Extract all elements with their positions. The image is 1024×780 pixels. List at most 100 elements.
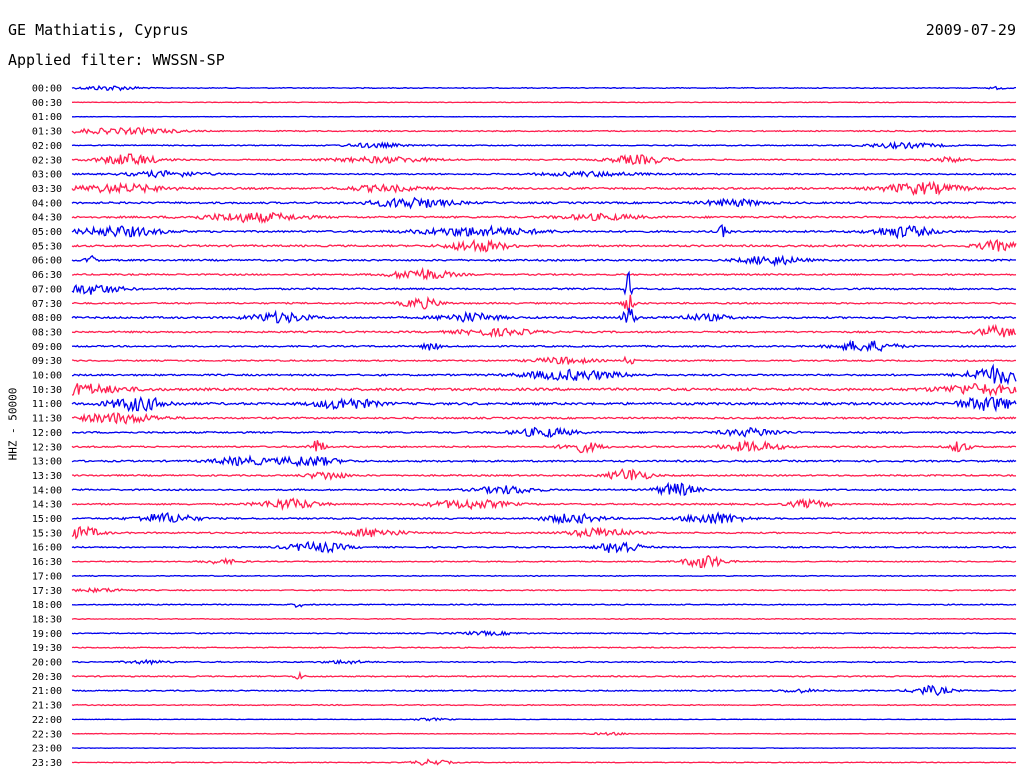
- trace-1030: [71, 382, 1017, 397]
- time-label-1700: 17:00: [32, 571, 62, 582]
- time-tick-labels: 00:00 00:30 01:00 01:30 02:00 02:30 03:00 03:30…: [32, 84, 62, 769]
- time-label-0800: 08:00: [32, 313, 62, 324]
- trace-0600: [71, 254, 1017, 268]
- trace-1830: [71, 617, 1017, 621]
- time-label-0730: 07:30: [32, 299, 62, 310]
- trace-0430: [71, 211, 1017, 225]
- trace-0230: [71, 153, 1017, 166]
- trace-0130: [71, 126, 1016, 136]
- trace-0830: [71, 323, 1017, 338]
- trace-1530: [71, 525, 1017, 540]
- trace-2330: [71, 758, 1016, 766]
- time-label-2200: 22:00: [32, 715, 62, 726]
- time-label-1400: 14:00: [32, 485, 62, 496]
- trace-0730: [71, 294, 1017, 313]
- trace-1000: [71, 363, 1017, 386]
- trace-2100: [72, 684, 1016, 697]
- time-label-1330: 13:30: [32, 471, 62, 482]
- trace-0400: [71, 196, 1017, 210]
- trace-1930: [71, 646, 1017, 649]
- time-label-1530: 15:30: [32, 528, 62, 539]
- trace-2230: [72, 731, 1017, 736]
- trace-0200: [71, 140, 1017, 150]
- trace-0530: [71, 238, 1017, 253]
- time-label-0030: 00:30: [32, 98, 62, 109]
- time-label-1430: 14:30: [32, 500, 62, 511]
- time-label-1200: 12:00: [32, 428, 62, 439]
- trace-0700: [71, 270, 1017, 296]
- filter-label: Applied filter: WWSSN-SP: [8, 51, 225, 69]
- trace-0000: [71, 84, 1016, 92]
- time-label-2230: 22:30: [32, 729, 62, 740]
- trace-1900: [71, 629, 1016, 638]
- trace-0300: [71, 169, 1017, 179]
- trace-0330: [71, 180, 1016, 197]
- time-label-0600: 06:00: [32, 256, 62, 267]
- seismic-traces: [71, 84, 1017, 766]
- time-label-1900: 19:00: [32, 629, 62, 640]
- time-label-0000: 00:00: [32, 84, 62, 95]
- time-label-0330: 03:30: [32, 184, 62, 195]
- time-label-0930: 09:30: [32, 356, 62, 367]
- time-label-0430: 04:30: [32, 213, 62, 224]
- trace-0500: [71, 223, 1017, 240]
- time-label-0500: 05:00: [32, 227, 62, 238]
- time-label-0400: 04:00: [32, 198, 62, 209]
- time-label-0130: 01:30: [32, 127, 62, 138]
- station-title: GE Mathiatis, Cyprus: [8, 21, 189, 39]
- trace-1500: [71, 511, 1017, 526]
- time-label-1100: 11:00: [32, 399, 62, 410]
- trace-1800: [71, 603, 1017, 608]
- trace-2000: [71, 658, 1017, 666]
- time-label-1630: 16:30: [32, 557, 62, 568]
- time-label-2030: 20:30: [32, 672, 62, 683]
- trace-2200: [72, 717, 1016, 722]
- trace-1630: [71, 555, 1017, 569]
- time-label-1830: 18:30: [32, 614, 62, 625]
- time-label-0830: 08:30: [32, 327, 62, 338]
- time-label-1030: 10:30: [32, 385, 62, 396]
- trace-1130: [71, 412, 1017, 425]
- time-label-0100: 01:00: [32, 112, 62, 123]
- time-label-1730: 17:30: [32, 586, 62, 597]
- trace-1730: [71, 586, 1016, 594]
- time-label-0630: 06:30: [32, 270, 62, 281]
- time-label-1930: 19:30: [32, 643, 62, 654]
- time-label-1000: 10:00: [32, 371, 62, 382]
- trace-1700: [71, 574, 1017, 578]
- time-label-1300: 13:00: [32, 457, 62, 468]
- trace-1100: [71, 395, 1017, 413]
- trace-1430: [71, 497, 1017, 512]
- time-label-1230: 12:30: [32, 442, 62, 453]
- trace-1400: [71, 481, 1017, 497]
- record-date: 2009-07-29: [925, 21, 1016, 39]
- trace-0030: [72, 101, 1017, 104]
- time-label-1800: 18:00: [32, 600, 62, 611]
- time-label-0900: 09:00: [32, 342, 62, 353]
- time-label-2300: 23:00: [32, 744, 62, 755]
- time-label-1500: 15:00: [32, 514, 62, 525]
- time-label-1600: 16:00: [32, 543, 62, 554]
- time-label-2130: 21:30: [32, 701, 62, 712]
- time-label-0230: 02:30: [32, 155, 62, 166]
- trace-0900: [71, 339, 1017, 353]
- time-label-0530: 05:30: [32, 241, 62, 252]
- time-label-0200: 02:00: [32, 141, 62, 152]
- trace-1330: [71, 468, 1017, 481]
- time-label-2000: 20:00: [32, 658, 62, 669]
- trace-1200: [72, 426, 1017, 438]
- trace-0630: [72, 266, 1017, 281]
- trace-1600: [71, 540, 1017, 554]
- trace-0800: [71, 307, 1017, 324]
- time-label-1130: 11:30: [32, 414, 62, 425]
- trace-2030: [71, 670, 1017, 680]
- trace-2130: [71, 703, 1017, 707]
- trace-1230: [71, 439, 1017, 454]
- time-label-0700: 07:00: [32, 284, 62, 295]
- trace-1300: [71, 454, 1017, 468]
- trace-0930: [71, 355, 1017, 366]
- time-label-2100: 21:00: [32, 686, 62, 697]
- time-label-2330: 23:30: [32, 758, 62, 769]
- time-label-0300: 03:00: [32, 170, 62, 181]
